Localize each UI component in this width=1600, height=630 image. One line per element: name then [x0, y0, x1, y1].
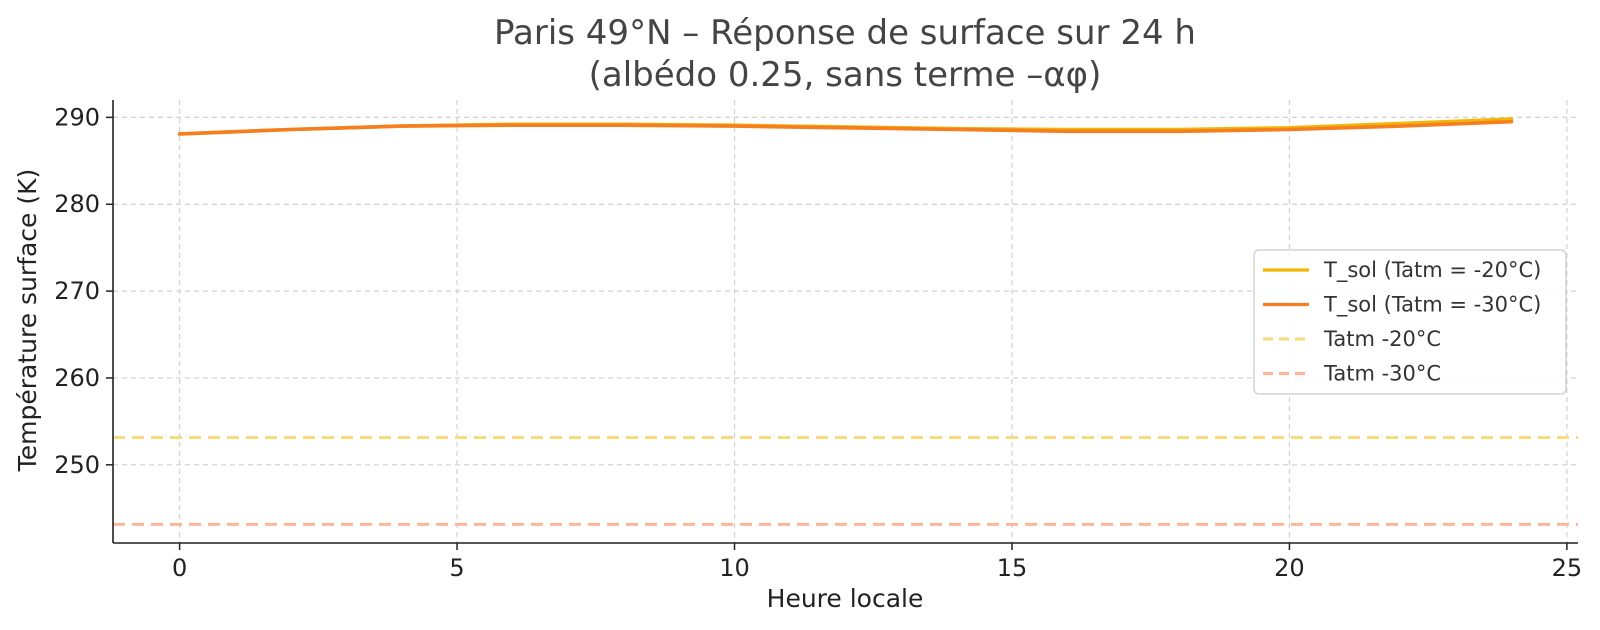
grid — [113, 100, 1578, 543]
legend-box — [1253, 249, 1567, 395]
legend-label-1: T_sol (Tatm = -30°C) — [1323, 293, 1541, 318]
y-axis-label: Température surface (K) — [13, 169, 42, 473]
legend-label-2: Tatm -20°C — [1323, 327, 1441, 351]
axes — [112, 100, 1578, 544]
y-tick-label: 250 — [54, 451, 100, 479]
legend-label-0: T_sol (Tatm = -20°C) — [1323, 258, 1541, 283]
x-tick-label: 25 — [1552, 554, 1583, 582]
series-lines — [177, 117, 1514, 136]
y-tick-label: 270 — [54, 277, 100, 305]
chart-title: Paris 49°N – Réponse de surface sur 24 h — [494, 13, 1196, 53]
x-tick-label: 10 — [719, 554, 750, 582]
x-tick-label: 15 — [997, 554, 1028, 582]
chart-subtitle: (albédo 0.25, sans terme –αφ) — [589, 55, 1102, 95]
series-line-1 — [177, 119, 1514, 136]
x-tick-label: 0 — [172, 554, 187, 582]
reference-lines — [113, 435, 1578, 526]
legend: T_sol (Tatm = -20°C) T_sol (Tatm = -30°C)… — [1253, 249, 1567, 395]
ticks: 0 5 10 15 20 25 250 260 270 280 290 — [54, 103, 1582, 582]
y-tick-label: 260 — [54, 364, 100, 392]
x-axis-label: Heure locale — [767, 584, 924, 613]
y-tick-label: 280 — [54, 190, 100, 218]
x-tick-label: 20 — [1274, 554, 1305, 582]
legend-label-3: Tatm -30°C — [1323, 362, 1441, 386]
x-tick-label: 5 — [449, 554, 464, 582]
y-tick-label: 290 — [54, 103, 100, 131]
